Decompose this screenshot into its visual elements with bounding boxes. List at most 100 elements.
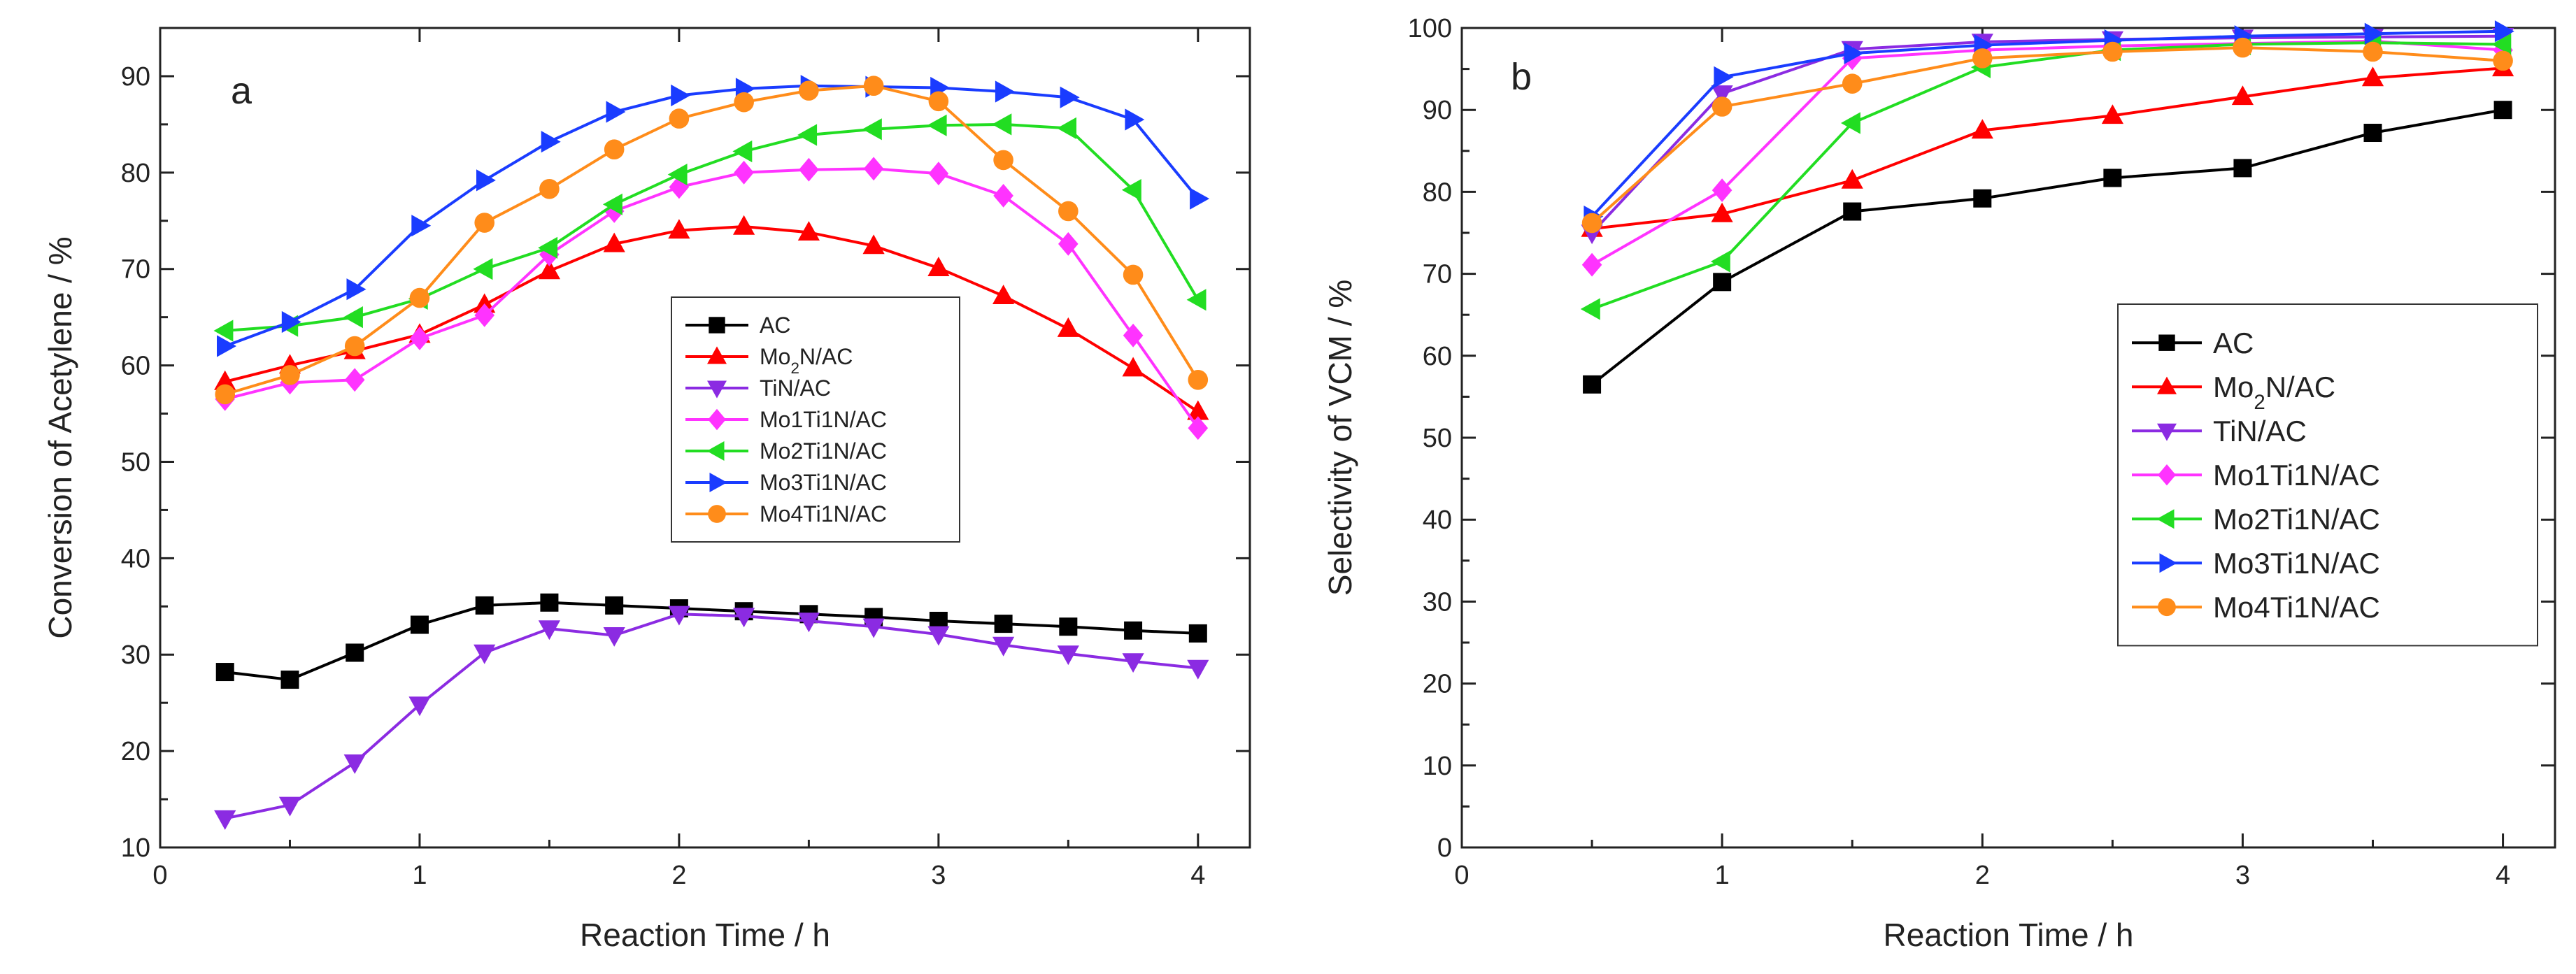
panel-b-x-tick-label: 1 [1715,861,1730,890]
panel-a-series-tin-ac [214,606,1209,830]
panel-a-data-point-mo3ti1n-ac [217,335,236,357]
panel-a-data-point-mo2ti1n-ac [213,320,234,342]
panel-a-data-point-mo1ti1n-ac [474,303,494,327]
panel-a-data-point-mo2ti1n-ac [1057,117,1076,139]
panel-a-data-point-mo1ti1n-ac [993,184,1013,208]
panel-a-data-point-mo2n-ac [474,293,496,313]
panel-a-data-point-tin-ac [214,810,236,830]
panel-a-data-point-mo2ti1n-ac [667,164,688,186]
panel-a-panel-label: a [231,70,252,112]
panel-a-data-point-mo1ti1n-ac [928,162,949,186]
panel-a-y-tick-label: 70 [121,255,150,285]
panel-b-data-point-mo3ti1n-ac [1844,42,1864,64]
panel-a-data-point-mo2ti1n-ac [797,124,818,146]
panel-b-series-mo1ti1n-ac [1581,29,2513,277]
panel-b-legend-entry-mo1ti1n-ac: Mo1Ti1N/AC [2132,459,2380,492]
panel-b-data-point-mo3ti1n-ac [2364,22,2384,45]
panel-b-data-point-mo2n-ac [2101,104,2123,124]
panel-a-data-point-tin-ac [474,644,496,664]
panel-b-data-point-ac [1843,202,1862,221]
panel-a-legend-label: Mo3Ti1N/AC [760,470,887,495]
panel-b-y-tick-label: 90 [1423,96,1452,125]
panel-a-plot-frame [159,27,1251,849]
panel-a-data-point-mo1ti1n-ac [1123,323,1144,348]
panel-b-series-mo4ti1n-ac [1581,37,2513,234]
panel-b-legend-label: AC [2213,327,2254,359]
panel-b-data-point-mo4ti1n-ac [2493,50,2513,71]
panel-a-data-point-tin-ac [538,620,560,640]
panel-a-data-point-tin-ac [668,606,690,626]
panel-a-series-ac [215,593,1207,689]
panel-a-data-point-mo4ti1n-ac [799,80,819,101]
panel-a-data-point-tin-ac [1122,653,1144,673]
panel-a-data-point-ac [346,643,364,662]
panel-a-x-axis-title: Reaction Time / h [580,917,830,953]
panel-b-legend-label: Mo3Ti1N/AC [2213,547,2380,580]
panel-b-y-tick-label: 100 [1408,14,1452,43]
panel-a-data-point-mo2ti1n-ac [1121,179,1141,201]
panel-a-data-point-mo2n-ac [797,221,820,241]
panel-a-data-point-tin-ac [408,696,431,717]
panel-a-data-point-mo2n-ac [668,219,690,239]
panel-b-y-tick-label: 80 [1423,178,1452,207]
panel-b-data-point-mo4ti1n-ac [1842,73,1863,94]
panel-a-data-point-mo3ti1n-ac [346,278,367,301]
panel-a-data-point-mo3ti1n-ac [671,84,691,107]
panel-b-series-line-mo4ti1n-ac [1591,46,2503,224]
panel-a-data-point-mo2n-ac [1057,317,1079,337]
panel-a-series-mo4ti1n-ac [215,76,1209,405]
panel-b-y-tick-label: 0 [1437,833,1452,863]
panel-b-data-point-ac [1973,189,1992,208]
panel-a-data-point-mo2ti1n-ac [538,236,558,259]
panel-b-data-point-mo4ti1n-ac [2363,41,2383,62]
panel-a-data-point-mo2ti1n-ac [927,114,947,136]
panel-a-data-point-mo4ti1n-ac [604,139,625,160]
panel-a-legend-entry-mo2ti1n-ac: Mo2Ti1N/AC [685,438,887,464]
panel-b-data-point-tin-ac [1711,85,1733,105]
panel-b-x-tick-label: 2 [1975,861,1990,890]
panel-a-legend-label: TiN/AC [760,375,831,401]
panel-a-data-point-mo2n-ac [927,257,950,276]
panel-b-series-line-mo2n-ac [1591,66,2503,231]
panel-a-data-point-mo3ti1n-ac [606,101,626,123]
panel-a-legend-label: Mo2Ti1N/AC [760,438,887,464]
panel-a-data-point-mo2ti1n-ac [862,118,882,141]
panel-b-data-point-mo4ti1n-ac [2102,41,2123,62]
panel-a-data-point-ac [1188,624,1207,643]
panel-a-data-point-mo3ti1n-ac [995,80,1015,103]
panel-a-y-tick-label: 80 [121,159,150,188]
panel-b-data-point-mo1ti1n-ac [1581,252,1602,277]
panel-b-legend-entry-mo3ti1n-ac: Mo3Ti1N/AC [2132,547,2380,580]
panel-b-legend-label: Mo1Ti1N/AC [2213,459,2380,492]
panel-a-series-line-mo1ti1n-ac [225,167,1200,429]
panel-a-data-point-mo4ti1n-ac [344,336,365,357]
panel-a-y-tick-label: 20 [121,737,150,766]
panel-b-series-line-mo3ti1n-ac [1591,29,2503,217]
panel-a-legend-label: Mo2N/AC [760,344,853,377]
panel-a-x-tick-label: 2 [671,861,686,890]
panel-a-legend-swatch-marker [708,505,726,523]
panel-b-y-tick-label: 60 [1423,342,1452,371]
chart-panel-a: 0 1 2 3 4 10 20 30 40 50 60 70 80 90 Reaction Time / h… [42,27,1251,953]
panel-a-data-point-mo2ti1n-ac [992,113,1012,136]
panel-b-y-axis-title: Selectivity of VCM / % [1322,280,1358,596]
panel-a-x-tick-label: 3 [931,861,946,890]
panel-a-data-point-mo4ti1n-ac [1058,201,1079,222]
panel-b-series-line-mo2ti1n-ac [1591,41,2503,310]
panel-b-y-tick-label: 30 [1423,587,1452,617]
panel-a-legend-swatch-marker [709,473,727,492]
panel-a-data-point-tin-ac [733,608,755,628]
panel-a-data-point-ac [605,596,624,615]
panel-b-legend-entry-tin-ac: TiN/AC [2132,415,2307,447]
panel-a-legend-entry-mo4ti1n-ac: Mo4Ti1N/AC [685,501,887,527]
panel-a-data-point-mo3ti1n-ac [411,215,432,237]
panel-a-data-point-mo3ti1n-ac [281,310,301,334]
panel-a-data-point-mo2n-ac [733,215,755,235]
panel-b-legend-label: Mo2Ti1N/AC [2213,503,2380,536]
panel-b-data-point-mo4ti1n-ac [1712,96,1732,117]
panel-b-x-tick-label: 4 [2496,861,2510,890]
panel-a-x-tick-label: 1 [412,861,427,890]
panel-a-data-point-mo1ti1n-ac [409,327,430,350]
panel-b-series-ac [1583,101,2512,394]
